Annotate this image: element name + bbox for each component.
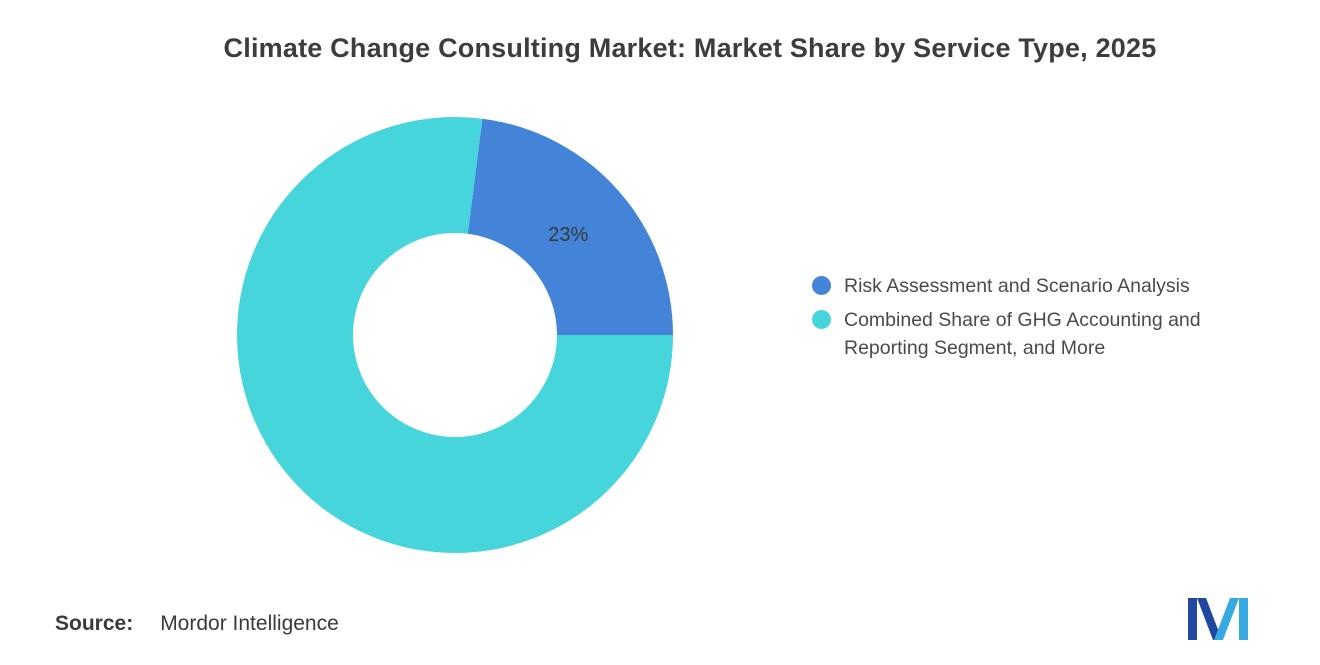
- donut-slice: [237, 117, 673, 553]
- slice-data-label: 23%: [548, 224, 588, 246]
- legend: Risk Assessment and Scenario Analysis Co…: [812, 272, 1272, 362]
- legend-item-risk-assessment: Risk Assessment and Scenario Analysis: [812, 272, 1272, 300]
- donut-slice: [467, 118, 673, 335]
- mordor-intelligence-logo: [1188, 598, 1248, 640]
- logo-left-stroke: [1188, 598, 1197, 640]
- legend-label: Risk Assessment and Scenario Analysis: [844, 275, 1190, 297]
- donut-chart: 23%: [237, 117, 673, 553]
- legend-item-combined-share: Combined Share of GHG Accounting and Rep…: [812, 306, 1272, 362]
- legend-swatch-risk-assessment: [812, 276, 831, 295]
- source-label: Source:: [55, 612, 134, 635]
- logo-down-diagonal: [1197, 598, 1222, 640]
- chart-title: Climate Change Consulting Market: Market…: [223, 33, 1157, 63]
- source-value: Mordor Intelligence: [160, 612, 339, 635]
- source: Source: Mordor Intelligence: [55, 612, 339, 636]
- legend-swatch-combined-share: [812, 310, 831, 329]
- logo-right-stroke: [1239, 598, 1248, 640]
- legend-label: Combined Share of GHG Accounting and Rep…: [844, 309, 1201, 359]
- logo-up-diagonal: [1214, 598, 1239, 640]
